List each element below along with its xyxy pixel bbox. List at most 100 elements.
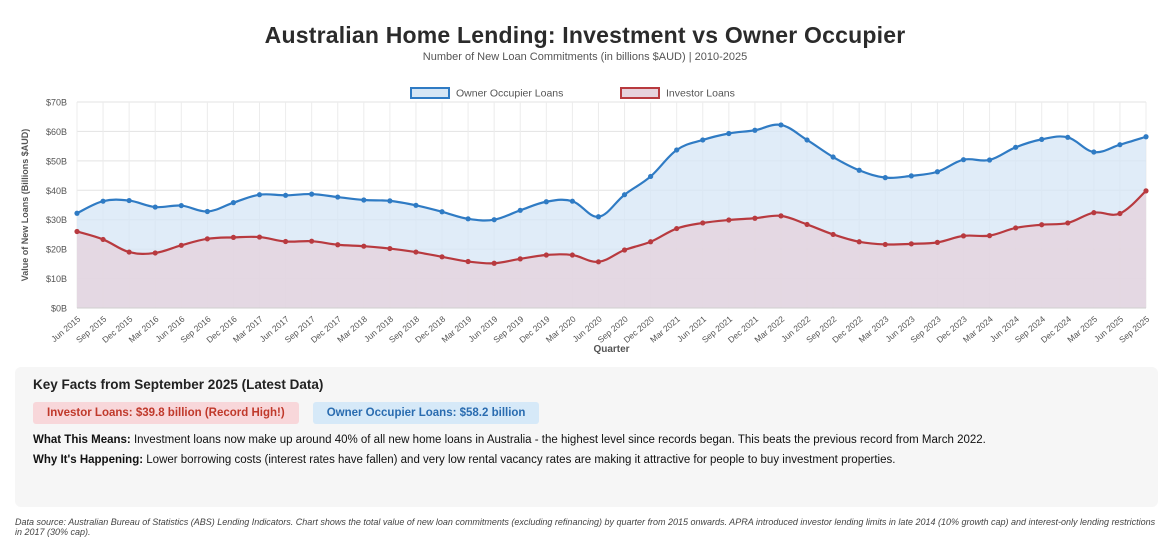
data-point[interactable]: [1039, 222, 1045, 228]
data-point[interactable]: [74, 210, 80, 216]
data-point[interactable]: [1143, 188, 1149, 194]
data-point[interactable]: [387, 245, 393, 252]
data-point[interactable]: [830, 231, 836, 238]
data-point[interactable]: [1039, 136, 1045, 142]
y-tick-label: $70B: [46, 98, 67, 108]
data-point[interactable]: [648, 239, 654, 245]
data-point[interactable]: [569, 252, 575, 258]
data-point[interactable]: [152, 250, 158, 256]
data-point[interactable]: [204, 236, 210, 242]
data-point[interactable]: [256, 192, 263, 198]
data-point[interactable]: [74, 228, 80, 235]
data-point[interactable]: [700, 220, 706, 226]
what-this-means-label: What This Means:: [33, 434, 131, 446]
data-point[interactable]: [934, 169, 941, 175]
data-point[interactable]: [1117, 210, 1123, 217]
data-point[interactable]: [986, 157, 993, 163]
data-point[interactable]: [882, 241, 888, 248]
data-point[interactable]: [178, 242, 184, 248]
data-point[interactable]: [1117, 142, 1123, 148]
data-point[interactable]: [1143, 134, 1149, 140]
data-point[interactable]: [309, 191, 315, 197]
data-point[interactable]: [204, 208, 210, 215]
data-point[interactable]: [1091, 149, 1097, 155]
data-point[interactable]: [517, 256, 523, 262]
data-point[interactable]: [986, 233, 993, 239]
data-point[interactable]: [439, 209, 445, 215]
legend-label[interactable]: Owner Occupier Loans: [456, 88, 563, 100]
why-happening-paragraph: Why It's Happening: Lower borrowing cost…: [33, 454, 1140, 466]
data-point[interactable]: [413, 202, 419, 208]
data-point[interactable]: [100, 236, 106, 243]
data-point[interactable]: [387, 198, 393, 204]
data-point[interactable]: [595, 214, 602, 220]
data-point[interactable]: [908, 173, 914, 179]
series-areas: [77, 124, 1146, 308]
data-point[interactable]: [335, 242, 341, 248]
data-point[interactable]: [726, 217, 732, 223]
data-point[interactable]: [282, 238, 289, 245]
data-point[interactable]: [543, 252, 549, 258]
legend: Owner Occupier Loans Investor Loans: [410, 87, 735, 100]
data-point[interactable]: [543, 199, 549, 205]
data-point[interactable]: [126, 197, 132, 204]
data-point[interactable]: [804, 137, 810, 143]
data-point[interactable]: [804, 221, 810, 228]
data-point[interactable]: [1065, 220, 1071, 226]
data-point[interactable]: [882, 175, 888, 181]
key-facts-heading: Key Facts from September 2025 (Latest Da…: [33, 377, 324, 392]
data-point[interactable]: [934, 239, 941, 245]
data-point[interactable]: [726, 130, 732, 137]
key-facts-panel: Key Facts from September 2025 (Latest Da…: [15, 367, 1158, 507]
legend-label[interactable]: Investor Loans: [666, 88, 735, 100]
data-point[interactable]: [778, 122, 784, 128]
data-point[interactable]: [282, 192, 289, 198]
data-point[interactable]: [856, 167, 862, 173]
data-point[interactable]: [778, 213, 784, 219]
data-point[interactable]: [491, 217, 497, 223]
data-point[interactable]: [491, 260, 497, 266]
data-point[interactable]: [335, 194, 341, 200]
data-point[interactable]: [230, 234, 237, 240]
data-point[interactable]: [1091, 210, 1097, 216]
data-point[interactable]: [674, 225, 680, 232]
data-point[interactable]: [595, 259, 602, 265]
data-point[interactable]: [361, 197, 367, 203]
data-point[interactable]: [256, 234, 263, 240]
data-point[interactable]: [439, 254, 445, 260]
data-point[interactable]: [830, 154, 836, 160]
data-point[interactable]: [648, 173, 654, 180]
data-point[interactable]: [752, 127, 758, 133]
data-point[interactable]: [1013, 225, 1019, 231]
y-tick-label: $0B: [51, 304, 67, 314]
data-point[interactable]: [908, 241, 914, 247]
data-point[interactable]: [856, 239, 862, 245]
data-point[interactable]: [569, 198, 575, 204]
data-point[interactable]: [960, 233, 967, 239]
legend-swatch[interactable]: [620, 87, 660, 99]
data-point[interactable]: [100, 198, 106, 204]
data-point[interactable]: [152, 204, 158, 210]
data-point[interactable]: [126, 249, 132, 255]
data-point[interactable]: [752, 215, 758, 221]
data-point[interactable]: [1065, 134, 1071, 140]
data-point[interactable]: [178, 202, 184, 209]
data-point[interactable]: [960, 157, 967, 163]
legend-swatch[interactable]: [410, 87, 450, 99]
data-point[interactable]: [361, 243, 367, 249]
data-point[interactable]: [309, 238, 315, 244]
series-points: [74, 122, 1149, 266]
data-point[interactable]: [465, 258, 471, 265]
data-point[interactable]: [1013, 144, 1019, 150]
data-point[interactable]: [230, 200, 237, 206]
data-point[interactable]: [674, 147, 680, 153]
data-point[interactable]: [621, 247, 628, 253]
data-point[interactable]: [700, 137, 706, 143]
data-point[interactable]: [465, 216, 471, 222]
data-source-note: Data source: Australian Bureau of Statis…: [15, 517, 1156, 538]
data-point[interactable]: [413, 249, 419, 255]
key-facts-badges: Investor Loans: $39.8 billion (Record Hi…: [33, 402, 1140, 424]
data-point[interactable]: [621, 192, 628, 198]
y-tick-label: $10B: [46, 274, 67, 284]
data-point[interactable]: [517, 207, 523, 213]
